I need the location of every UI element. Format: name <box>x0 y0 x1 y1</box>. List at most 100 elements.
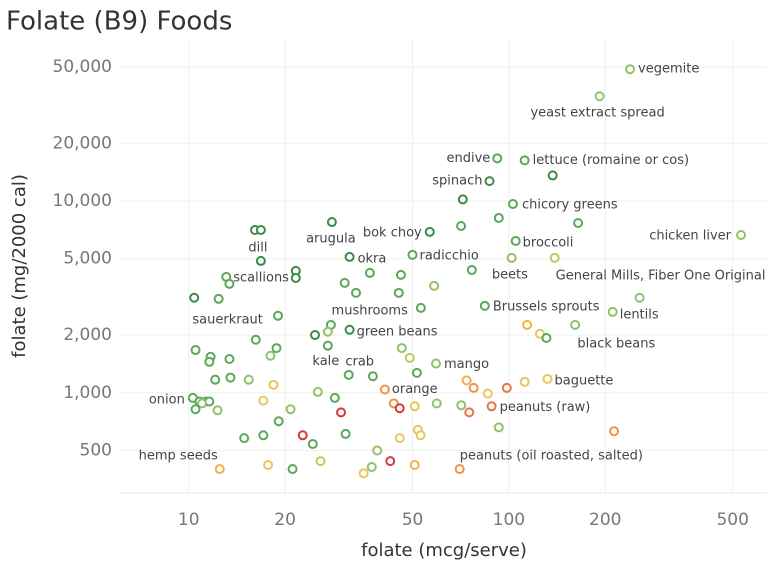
data-point <box>466 264 477 275</box>
point-label: vegemite <box>638 62 699 77</box>
data-point <box>519 376 530 387</box>
data-point <box>454 464 465 475</box>
y-tick-label: 1,000 <box>63 383 112 403</box>
point-label: orange <box>392 382 438 397</box>
data-point <box>407 249 418 260</box>
data-point <box>273 416 284 427</box>
data-point <box>394 433 405 444</box>
data-point <box>326 217 337 228</box>
data-point <box>736 229 747 240</box>
data-point <box>492 153 503 164</box>
data-point <box>190 345 201 356</box>
data-point <box>479 300 490 311</box>
data-point <box>190 404 201 415</box>
data-point <box>214 464 225 475</box>
data-point <box>366 461 377 472</box>
data-point <box>372 445 383 456</box>
y-tick-label: 20,000 <box>53 133 112 153</box>
data-point <box>258 395 269 406</box>
data-point <box>379 384 390 395</box>
data-point <box>263 459 274 470</box>
data-point <box>501 382 512 393</box>
data-point <box>343 369 354 380</box>
data-point <box>255 225 266 236</box>
point-label: beets <box>492 267 528 282</box>
data-point <box>468 382 479 393</box>
data-point <box>510 235 521 246</box>
data-point <box>464 407 475 418</box>
data-point <box>224 353 235 364</box>
data-point <box>196 398 207 409</box>
y-tick-label: 5,000 <box>63 249 112 269</box>
data-point <box>396 343 407 354</box>
point-label: radicchio <box>420 248 479 263</box>
point-label: crab <box>345 354 374 369</box>
data-point <box>493 212 504 223</box>
point-label: sauerkraut <box>192 312 263 327</box>
data-point <box>522 319 533 330</box>
y-tick-label: 500 <box>80 440 112 460</box>
data-point <box>456 400 467 411</box>
data-point <box>212 405 223 416</box>
data-point <box>506 252 517 263</box>
data-point <box>367 371 378 382</box>
point-label: Brussels sprouts <box>493 299 600 314</box>
data-point <box>547 170 558 181</box>
point-label: chicory greens <box>522 197 618 212</box>
point-label: scallions <box>233 270 289 285</box>
data-point <box>350 287 361 298</box>
data-point <box>344 251 355 262</box>
point-label: dill <box>248 241 267 256</box>
point-label: black beans <box>577 337 655 352</box>
data-point <box>290 272 301 283</box>
point-label: yeast extract spread <box>530 106 664 121</box>
point-label: okra <box>358 251 387 266</box>
x-tick-label: 500 <box>716 510 748 530</box>
x-axis-label: folate (mcg/serve) <box>361 540 527 561</box>
data-point <box>204 356 215 367</box>
point-label: onion <box>149 392 185 407</box>
x-tick-label: 50 <box>402 510 424 530</box>
point-label: peanuts (oil roasted, salted) <box>460 449 643 464</box>
point-label: General Mills, Fiber One Original <box>556 268 766 283</box>
data-point <box>385 456 396 467</box>
data-point <box>461 375 472 386</box>
point-label: broccoli <box>523 235 574 250</box>
data-point <box>482 388 493 399</box>
data-point <box>339 277 350 288</box>
chart-title: Folate (B9) Foods <box>6 7 232 37</box>
data-point <box>457 194 468 205</box>
data-point <box>224 278 235 289</box>
data-point <box>258 430 269 441</box>
data-point <box>634 292 645 303</box>
data-point <box>272 310 283 321</box>
x-tick-label: 200 <box>589 510 621 530</box>
data-point <box>225 372 236 383</box>
point-label: kale <box>312 354 339 369</box>
data-point <box>429 280 440 291</box>
data-point <box>189 292 200 303</box>
point-label: lentils <box>620 307 659 322</box>
data-point <box>239 433 250 444</box>
point-label: spinach <box>432 174 482 189</box>
data-point <box>395 269 406 280</box>
x-tick-label: 100 <box>493 510 525 530</box>
data-point <box>431 398 442 409</box>
data-point <box>484 176 495 187</box>
y-tick-label: 10,000 <box>53 191 112 211</box>
data-point <box>415 302 426 313</box>
point-label: lettuce (romaine or cos) <box>533 153 689 168</box>
point-label: bok choy <box>363 225 422 240</box>
data-point <box>411 367 422 378</box>
point-label: chicken liver <box>649 228 731 243</box>
data-point <box>310 330 321 341</box>
x-tick-label: 10 <box>178 510 200 530</box>
data-point <box>393 287 404 298</box>
data-point <box>609 426 620 437</box>
data-point <box>210 374 221 385</box>
data-point <box>508 198 519 209</box>
data-point <box>307 439 318 450</box>
data-point <box>322 326 333 337</box>
data-point <box>424 226 435 237</box>
point-label: green beans <box>357 324 438 339</box>
